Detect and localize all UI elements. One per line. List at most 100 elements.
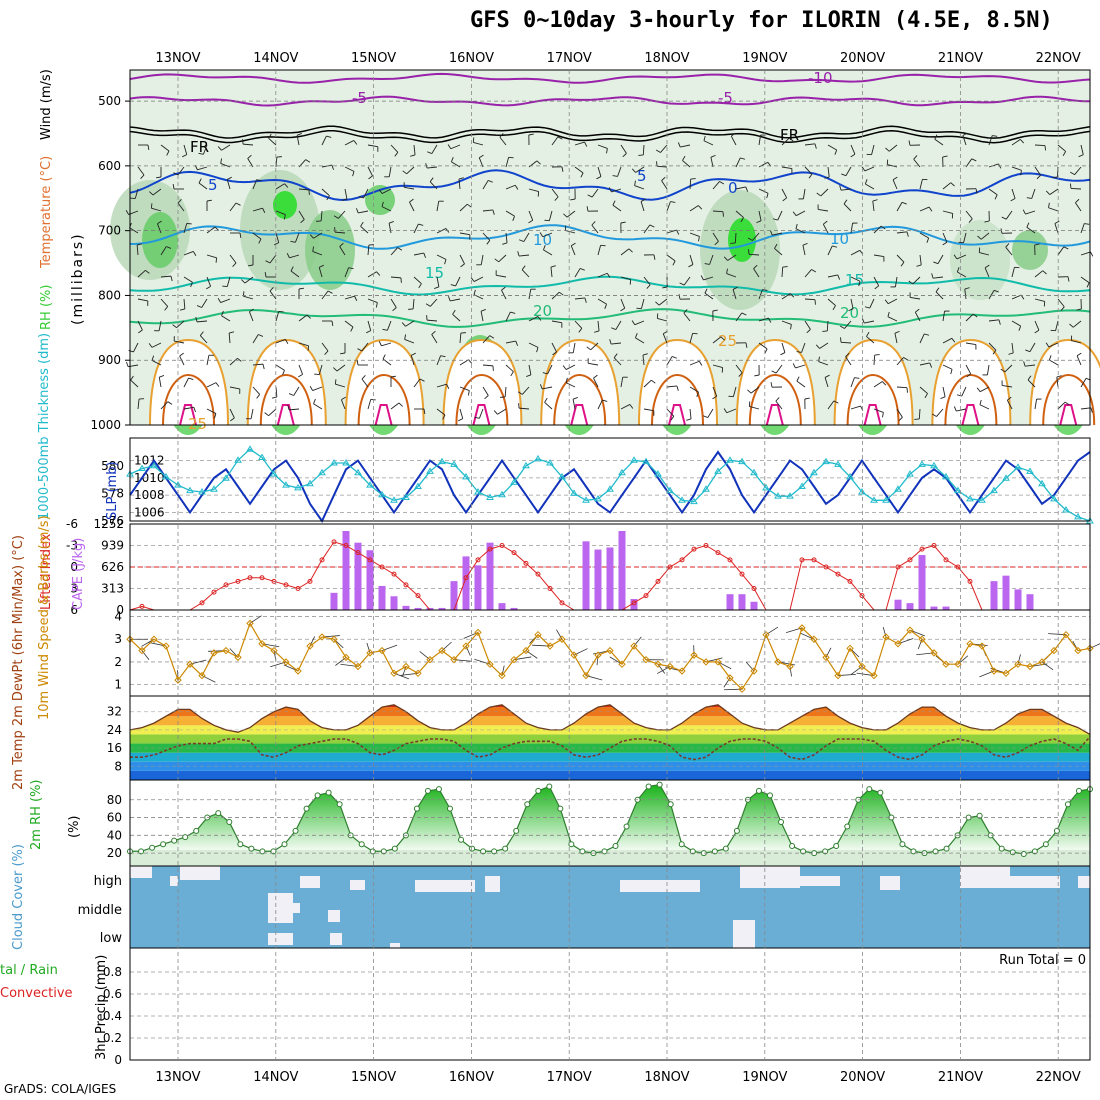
wind-barb-feather: [646, 284, 651, 289]
wind-barb: [321, 135, 327, 146]
wind-barb: [620, 404, 631, 410]
wind-barb: [1080, 276, 1090, 284]
cloud-clear-patch: [330, 933, 342, 945]
wind-barb: [689, 386, 699, 393]
wind-barb: [844, 320, 852, 329]
wind-barb: [137, 298, 148, 302]
rh-marker: [369, 848, 376, 855]
wind-speed-marker: [258, 640, 266, 648]
wind-barb: [781, 293, 791, 300]
wind-barb-feather: [446, 384, 450, 389]
wind-barb-feather: [914, 418, 920, 420]
wind-barb: [312, 386, 323, 392]
wind-barb: [459, 332, 462, 344]
cape-bar: [342, 531, 350, 610]
rh-marker: [899, 841, 906, 848]
rh-blob: [1012, 230, 1048, 270]
thickness-marker: [258, 453, 266, 461]
y-tick-label: 900: [98, 353, 121, 367]
wind-barb-feather: [353, 140, 358, 145]
wind-barb-feather: [473, 289, 476, 295]
wind-barb-feather: [333, 367, 338, 372]
wind-speed-marker: [750, 667, 758, 675]
thickness-marker: [450, 460, 458, 467]
wind-barb: [137, 320, 143, 331]
wind-barb-feather: [186, 222, 192, 225]
wind-barb-feather: [126, 361, 129, 367]
wind-barb: [496, 274, 507, 278]
y-tick-label: 3: [114, 632, 122, 646]
y-tick-label-slp: 1008: [134, 488, 165, 502]
wind-barb-feather: [282, 370, 285, 376]
contour-label: 15: [845, 271, 864, 289]
wind-barb-feather: [1026, 222, 1030, 228]
cape-bar: [486, 542, 494, 610]
wind-barb-feather: [235, 202, 241, 206]
wind-barb-feather: [215, 257, 218, 263]
thickness-marker: [270, 470, 278, 477]
wind-barb: [201, 298, 208, 308]
y-tick-label-slp: 1012: [134, 454, 165, 468]
wind-barb: [896, 231, 907, 234]
y-axis-label-cloud: Cloud Cover (%): [11, 844, 26, 950]
contour-label: 10: [533, 231, 552, 249]
wind-speed-marker: [954, 660, 962, 668]
wind-barb: [289, 254, 300, 259]
lifted-index-marker: [643, 593, 649, 599]
wind-barb: [1034, 320, 1040, 331]
cape-bar: [1014, 589, 1022, 610]
wind-speed-marker: [150, 635, 158, 643]
y-tick-label-slp: 1006: [134, 505, 165, 519]
thickness-marker: [786, 492, 794, 499]
cape-bar: [462, 556, 470, 610]
wind-barb: [750, 386, 760, 394]
rh-marker: [866, 786, 873, 793]
wind-barb-feather: [130, 197, 136, 200]
thickness-marker: [246, 445, 254, 452]
wind-barb-feather: [887, 311, 890, 317]
wind-barb-feather: [866, 331, 870, 337]
wind-barb: [381, 188, 392, 194]
wind-barb-feather: [366, 330, 371, 334]
wind-barb-feather: [563, 213, 568, 218]
wind-speed-marker: [870, 671, 878, 680]
wind-speed-marker: [510, 655, 518, 664]
contour-label: 20: [533, 302, 552, 320]
wind-barb-feather: [964, 287, 970, 290]
temp-contour-minus10: [129, 72, 1091, 84]
date-label-bottom: 17NOV: [547, 1070, 592, 1085]
wind-barb: [313, 232, 323, 239]
wind-barb-feather: [931, 413, 937, 417]
date-label-bottom: 14NOV: [253, 1070, 298, 1085]
thickness-marker: [522, 461, 530, 469]
wind-barb: [635, 337, 645, 344]
wind-barb-feather: [587, 194, 593, 198]
wind-barb: [505, 311, 511, 322]
wind-barb: [689, 254, 694, 265]
rh-marker: [568, 841, 575, 848]
wind-barb: [942, 386, 946, 397]
cloud-clear-patch: [960, 866, 1010, 888]
wind-barb-feather: [841, 173, 847, 177]
wind-barb: [988, 135, 993, 146]
wind-speed-marker: [906, 626, 914, 634]
wind-barb: [1057, 144, 1066, 152]
date-label-bottom: 16NOV: [449, 1070, 494, 1085]
cloud-clear-patch: [268, 893, 293, 923]
wind-barb-feather: [247, 264, 254, 267]
wind-barb-feather: [288, 393, 294, 396]
wind-speed-marker: [354, 662, 362, 671]
wind-barb-feather: [350, 326, 354, 332]
panel-frame: [129, 437, 1091, 522]
wind-barb: [455, 276, 461, 287]
wind-barb-10m: [501, 665, 505, 676]
wind-barb: [730, 135, 737, 146]
rh-marker: [314, 792, 321, 799]
wind-barb: [758, 135, 762, 146]
wind-barb: [712, 386, 718, 397]
wind-barb-feather: [651, 379, 656, 384]
wind-barb: [843, 203, 852, 212]
wind-barb: [666, 254, 676, 262]
wind-barb: [918, 408, 921, 420]
wind-barb: [735, 210, 744, 218]
